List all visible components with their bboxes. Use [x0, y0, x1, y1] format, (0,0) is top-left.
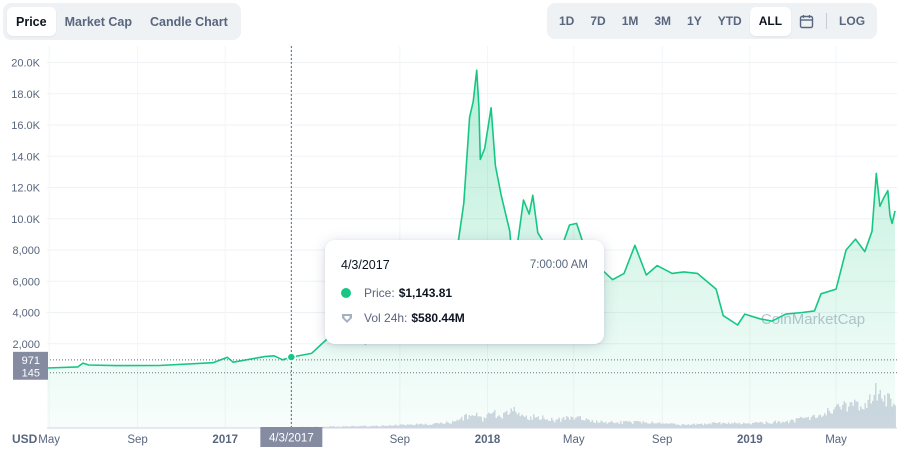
range-3m-button[interactable]: 3M: [654, 14, 672, 28]
hover-point: [286, 352, 297, 362]
calendar-icon: [799, 14, 814, 28]
y-tick-label: 20.0K: [11, 58, 40, 70]
x-tick-label: May: [563, 434, 585, 446]
tab-market-cap[interactable]: Market Cap: [64, 14, 132, 29]
tooltip-volume-label: Vol 24h:: [364, 311, 408, 325]
toolbar-divider: [826, 13, 828, 29]
price-marker-971-label: 971: [22, 355, 40, 367]
log-scale-button[interactable]: LOG: [839, 14, 866, 28]
x-tick-label: 2017: [212, 434, 238, 446]
range-ytd-button[interactable]: YTD: [717, 14, 742, 28]
tooltip-volume-row: Vol 24h: $580.44M: [341, 311, 465, 325]
y-tick-label: 18.0K: [11, 89, 40, 101]
range-7d-button[interactable]: 7D: [590, 14, 606, 28]
x-axis: May Sep 2017 Sep 2018 May Sep 2019 May: [38, 434, 847, 446]
tooltip-volume-value: $580.44M: [411, 311, 465, 325]
calendar-button[interactable]: [791, 7, 822, 36]
price-line: [46, 69, 896, 369]
tooltip-price-label: Price:: [364, 286, 395, 300]
range-1y-button[interactable]: 1Y: [687, 14, 702, 28]
chart-type-tabs: Price Market Cap Candle Chart: [3, 3, 241, 40]
volume-bar: [894, 405, 896, 428]
range-all-button[interactable]: ALL: [749, 6, 792, 36]
x-tick-label: Sep: [390, 434, 410, 446]
price-marker-145: [13, 365, 48, 380]
range-1d-button[interactable]: 1D: [559, 14, 575, 28]
y-axis: 20.0K 18.0K 16.0K 14.0K 12.0K 10.0K 8,000 6,000…: [11, 58, 40, 351]
tab-price[interactable]: Price: [7, 7, 56, 36]
currency-label: USD: [12, 432, 38, 446]
crosshair-date-badge: 4/3/2017: [260, 427, 323, 447]
y-tick-label: 14.0K: [11, 151, 40, 163]
tooltip-price-value: $1,143.81: [398, 286, 453, 300]
x-tick-label: May: [38, 434, 60, 446]
y-tick-label: 8,000: [12, 245, 40, 257]
price-tooltip: 4/3/2017 7:00:00 AM Price: $1,143.81 Vol…: [325, 240, 604, 344]
y-tick-label: 10.0K: [11, 214, 40, 226]
x-tick-label: May: [825, 434, 847, 446]
tooltip-time: 7:00:00 AM: [529, 259, 588, 271]
x-tick-label: Sep: [652, 434, 672, 446]
crosshair-date: 4/3/2017: [269, 433, 314, 445]
tooltip-price-row: Price: $1,143.81: [341, 286, 452, 300]
y-tick-label: 6,000: [12, 276, 40, 288]
y-tick-label: 16.0K: [11, 120, 40, 132]
x-tick-label: 2019: [737, 434, 763, 446]
volume-icon: [341, 313, 353, 324]
range-1m-button[interactable]: 1M: [621, 14, 639, 28]
price-dot-icon: [341, 288, 351, 298]
price-marker-145-label: 145: [22, 368, 40, 380]
y-tick-label: 4,000: [12, 308, 40, 320]
tooltip-date: 4/3/2017: [341, 258, 390, 272]
x-tick-label: Sep: [127, 434, 147, 446]
price-marker-971: [13, 351, 48, 368]
y-tick-label: 2,000: [12, 339, 40, 351]
x-tick-label: 2018: [475, 434, 501, 446]
tab-candle-chart[interactable]: Candle Chart: [149, 14, 228, 29]
y-tick-label: 12.0K: [11, 183, 40, 195]
time-range-selector: 1D 7D 1M 3M 1Y YTD ALL LOG: [547, 3, 878, 39]
